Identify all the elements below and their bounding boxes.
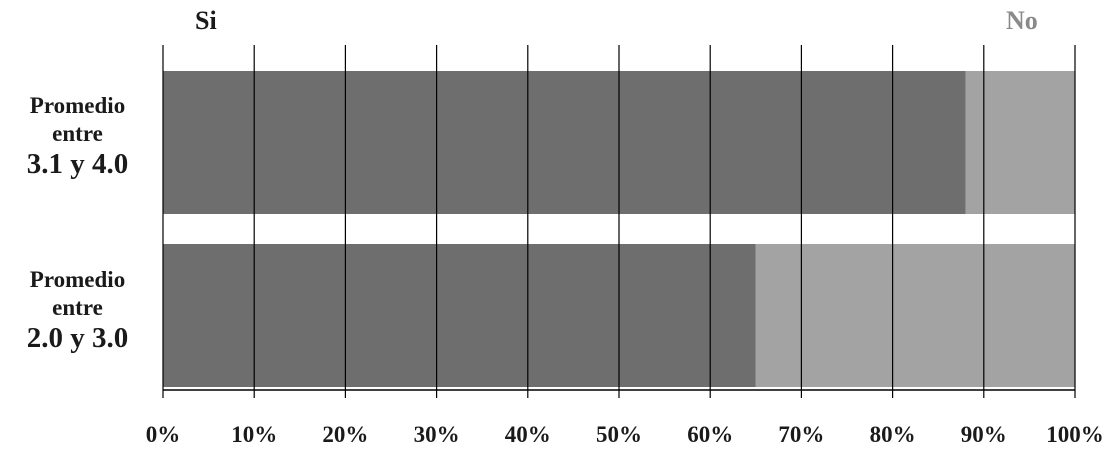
bar-no-1 xyxy=(965,71,1075,214)
bar-si-1 xyxy=(163,71,966,214)
x-tick-label-40: 40% xyxy=(505,422,551,447)
x-tick-label-0: 0% xyxy=(146,422,181,447)
category-label-2: Promedio entre 2.0 y 3.0 xyxy=(0,266,155,356)
legend-no: No xyxy=(1006,6,1038,35)
x-tick-label-70: 70% xyxy=(778,422,824,447)
x-tick-label-80: 80% xyxy=(870,422,916,447)
bar-no-2 xyxy=(755,244,1075,387)
category-label-2-line-2: entre xyxy=(52,294,103,320)
x-tick-label-30: 30% xyxy=(414,422,460,447)
x-tick-label-10: 10% xyxy=(231,422,277,447)
category-label-1-line-3: 3.1 y 4.0 xyxy=(26,148,129,181)
category-label-1: Promedio entre 3.1 y 4.0 xyxy=(0,92,155,182)
category-label-2-line-1: Promedio xyxy=(29,267,126,292)
category-label-1-line-2: entre xyxy=(52,120,103,146)
x-tick-label-50: 50% xyxy=(596,422,642,447)
legend-si: Si xyxy=(195,6,217,35)
x-tick-label-60: 60% xyxy=(687,422,733,447)
x-tick-label-20: 20% xyxy=(322,422,368,447)
bar-si-2 xyxy=(163,244,756,387)
x-tick-label-90: 90% xyxy=(961,422,1007,447)
category-label-1-line-1: Promedio xyxy=(29,93,126,118)
x-tick-label-100: 100% xyxy=(1046,422,1104,447)
category-label-2-line-3: 2.0 y 3.0 xyxy=(26,322,129,355)
